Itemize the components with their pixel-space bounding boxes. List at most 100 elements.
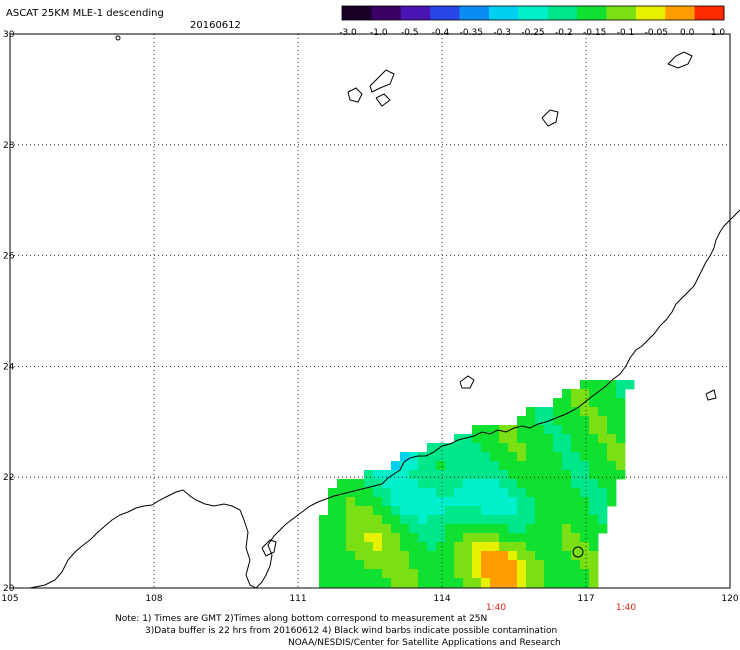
data-cell [490,443,500,453]
data-cell [517,578,527,588]
data-cell [463,452,473,462]
data-cell [508,497,518,507]
data-cell [490,560,500,570]
colorbar-label: -0.5 [401,28,419,38]
data-cell [544,452,554,462]
data-cell [319,569,329,579]
data-cell [535,497,545,507]
data-cell [553,551,563,561]
data-cell [445,524,455,534]
data-cell [364,488,374,498]
data-cell [355,479,365,489]
data-cell [589,443,599,453]
data-cell [553,497,563,507]
data-cell [490,434,500,444]
data-cell [526,551,536,561]
data-cell [562,389,572,399]
data-cell [580,479,590,489]
data-cell [580,434,590,444]
data-cell [589,479,599,489]
data-cell [562,488,572,498]
data-cell [454,551,464,561]
data-cell [382,479,392,489]
data-cell [400,506,410,516]
data-cell [553,488,563,498]
data-cell [454,533,464,543]
data-cell [571,407,581,417]
data-cell [364,515,374,525]
data-cell [427,497,437,507]
data-cell [481,497,491,507]
colorbar-label: -0.25 [521,28,544,38]
data-cell [364,506,374,516]
data-cell [580,407,590,417]
data-cell [508,434,518,444]
data-cell [535,488,545,498]
data-cell [355,515,365,525]
map-date: 20160612 [190,20,241,31]
data-cell [598,425,608,435]
data-cell [463,461,473,471]
data-cell [553,470,563,480]
data-cell [553,434,563,444]
data-cell [364,560,374,570]
data-cell [499,533,509,543]
data-cell [346,533,356,543]
data-cell [346,551,356,561]
data-cell [454,506,464,516]
data-cell [571,569,581,579]
data-cell [382,551,392,561]
data-cell [490,497,500,507]
data-cell [616,470,626,480]
data-cell [400,497,410,507]
data-cell [382,560,392,570]
data-cell [373,488,383,498]
note-line-2: 3)Data buffer is 22 hrs from 20160612 4)… [145,626,558,636]
data-cell [364,497,374,507]
data-cell [526,560,536,570]
colorbar-swatch [430,6,461,20]
data-cell [481,488,491,498]
data-cell [535,479,545,489]
data-cell [454,515,464,525]
data-cell [544,470,554,480]
data-cell [598,380,608,390]
data-cell [580,506,590,516]
data-cell [616,398,626,408]
data-cell [517,452,527,462]
data-cell [418,551,428,561]
data-cell [544,425,554,435]
data-cell [400,515,410,525]
data-cell [616,461,626,471]
data-cell [562,506,572,516]
data-cell [463,578,473,588]
colorbar-swatch [547,6,578,20]
data-cell [454,434,464,444]
colorbar-label: -0.3 [493,28,511,38]
data-cell [382,542,392,552]
data-cell [481,533,491,543]
data-cell [454,542,464,552]
data-cell [580,515,590,525]
data-cell [391,515,401,525]
data-cell [526,443,536,453]
data-cell [454,479,464,489]
data-cell [562,542,572,552]
data-cell [445,461,455,471]
data-cell [463,533,473,543]
data-cell [364,470,374,480]
data-cell [355,488,365,498]
data-cell [373,560,383,570]
data-cell [553,506,563,516]
data-cell [481,542,491,552]
data-cell [625,380,635,390]
data-cell [490,542,500,552]
data-cell [337,533,347,543]
data-cell [562,407,572,417]
data-cell [490,515,500,525]
data-cell [526,452,536,462]
data-cell [454,452,464,462]
colorbar-label: -1.0 [370,28,388,38]
data-cell [607,461,617,471]
